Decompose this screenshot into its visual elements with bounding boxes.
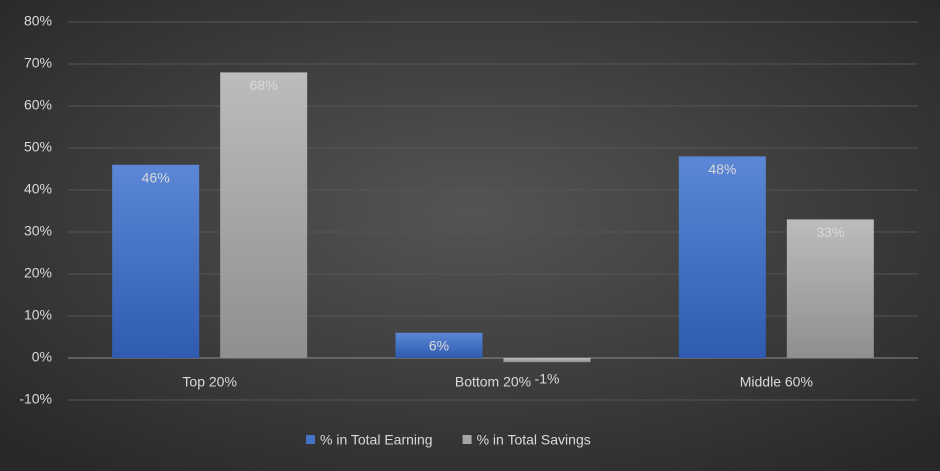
x-tick-label: Bottom 20% (455, 374, 531, 390)
legend-label: % in Total Earning (320, 432, 433, 448)
legend-swatch (306, 435, 315, 444)
y-tick-label: -10% (19, 391, 52, 407)
bar (395, 332, 483, 358)
data-label: 68% (250, 77, 278, 93)
data-label: -1% (535, 371, 560, 387)
data-label: 33% (816, 224, 844, 240)
y-tick-label: 80% (24, 13, 52, 29)
x-tick-label: Middle 60% (740, 374, 813, 390)
bar (786, 219, 874, 358)
legend-swatch (462, 435, 472, 444)
y-tick-label: 60% (24, 97, 52, 113)
data-label: 46% (142, 170, 170, 186)
y-tick-label: 30% (24, 223, 52, 239)
y-tick-label: 50% (24, 139, 52, 155)
data-label: 48% (708, 161, 736, 177)
x-tick-label: Top 20% (182, 374, 236, 390)
y-tick-label: 0% (32, 349, 52, 365)
y-tick-label: 10% (24, 307, 52, 323)
data-label: 6% (429, 338, 449, 354)
y-tick-label: 70% (24, 55, 52, 71)
legend-label: % in Total Savings (477, 432, 591, 448)
bar (503, 358, 591, 363)
bar (678, 156, 766, 358)
bar (112, 164, 200, 358)
y-tick-label: 40% (24, 181, 52, 197)
bar (220, 72, 308, 359)
y-tick-label: 20% (24, 265, 52, 281)
